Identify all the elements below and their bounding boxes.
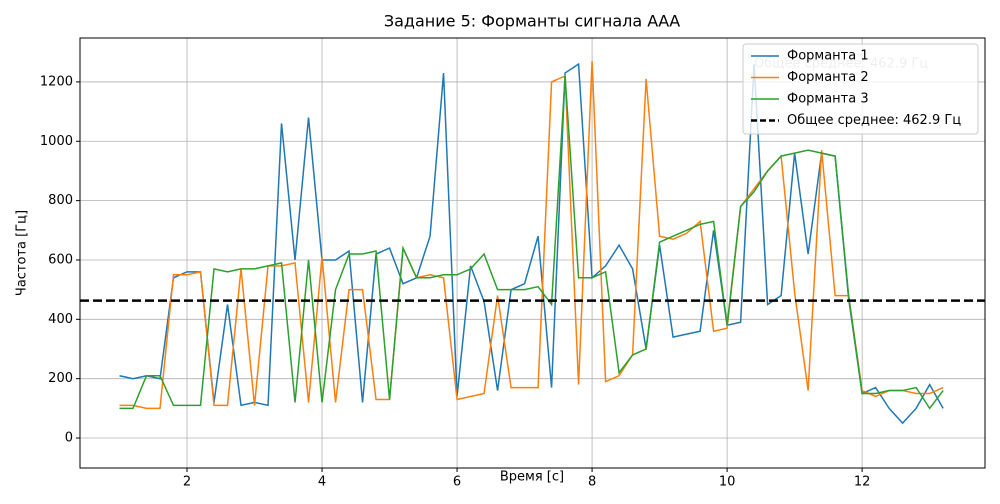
legend-label: Форманта 2: [787, 70, 869, 85]
legend-label: Общее среднее: 462.9 Гц: [787, 113, 961, 128]
x-tick-label: 8: [588, 475, 596, 490]
y-tick-label: 1000: [40, 134, 73, 149]
x-tick-label: 6: [453, 475, 461, 490]
y-tick-label: 200: [48, 371, 73, 386]
y-tick-label: 400: [48, 312, 73, 327]
legend: Форманта 1 Форманта 2 Форманта 3 Общее сред…: [742, 43, 979, 135]
x-tick-label: 2: [183, 475, 191, 490]
series-line: [119, 75, 944, 410]
y-axis-label: Частота [Гц]: [15, 210, 30, 296]
plot-frame: [79, 37, 986, 469]
y-tick-label: 1200: [40, 74, 73, 89]
series-line: [119, 61, 944, 410]
legend-label: Форманта 3: [787, 92, 869, 107]
legend-label: Форманта 1: [787, 49, 869, 64]
y-tick-label: 800: [48, 193, 73, 208]
legend-box: [742, 43, 979, 135]
x-tick-label: 4: [318, 475, 326, 490]
y-tick-label: 600: [48, 252, 73, 267]
x-axis-label: Время [с]: [500, 470, 564, 485]
series-line: [119, 62, 944, 425]
x-tick-label: 10: [719, 475, 736, 490]
chart-title: Задание 5: Форманты сигнала ААА: [384, 12, 680, 31]
y-tick-label: 0: [65, 431, 73, 446]
x-tick-label: 12: [854, 475, 871, 490]
